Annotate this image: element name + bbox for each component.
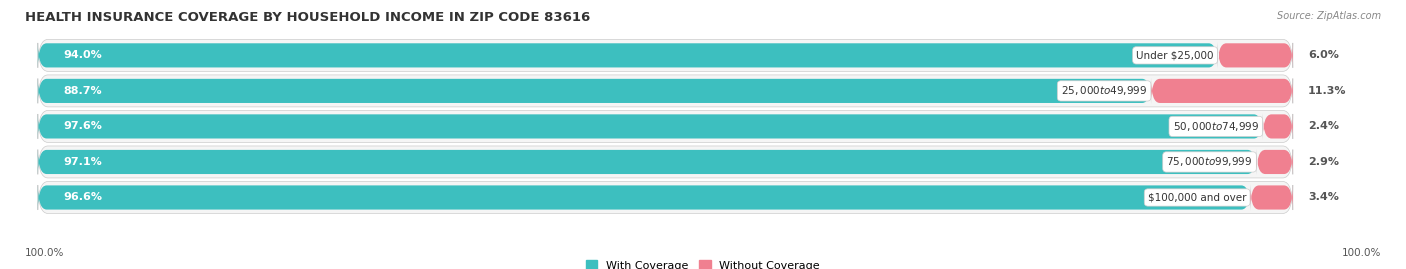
Text: 100.0%: 100.0% — [1341, 248, 1381, 258]
FancyBboxPatch shape — [38, 75, 1294, 107]
Text: 94.0%: 94.0% — [63, 50, 101, 60]
FancyBboxPatch shape — [38, 185, 1250, 210]
Text: 97.6%: 97.6% — [63, 121, 101, 132]
Legend: With Coverage, Without Coverage: With Coverage, Without Coverage — [582, 256, 824, 269]
FancyBboxPatch shape — [1218, 43, 1294, 68]
Text: $100,000 and over: $100,000 and over — [1147, 193, 1246, 203]
FancyBboxPatch shape — [1257, 149, 1294, 175]
Text: $50,000 to $74,999: $50,000 to $74,999 — [1173, 120, 1258, 133]
Text: 6.0%: 6.0% — [1308, 50, 1339, 60]
Text: 2.4%: 2.4% — [1308, 121, 1339, 132]
FancyBboxPatch shape — [38, 78, 1152, 104]
Text: 96.6%: 96.6% — [63, 193, 103, 203]
FancyBboxPatch shape — [38, 39, 1294, 71]
Text: 100.0%: 100.0% — [25, 248, 65, 258]
FancyBboxPatch shape — [38, 111, 1294, 142]
Text: 2.9%: 2.9% — [1308, 157, 1339, 167]
Text: HEALTH INSURANCE COVERAGE BY HOUSEHOLD INCOME IN ZIP CODE 83616: HEALTH INSURANCE COVERAGE BY HOUSEHOLD I… — [25, 11, 591, 24]
FancyBboxPatch shape — [38, 182, 1294, 214]
FancyBboxPatch shape — [38, 114, 1263, 139]
Text: $75,000 to $99,999: $75,000 to $99,999 — [1167, 155, 1253, 168]
Text: Under $25,000: Under $25,000 — [1136, 50, 1213, 60]
Text: $25,000 to $49,999: $25,000 to $49,999 — [1062, 84, 1147, 97]
FancyBboxPatch shape — [1250, 185, 1294, 210]
FancyBboxPatch shape — [1152, 78, 1294, 104]
Text: 11.3%: 11.3% — [1308, 86, 1347, 96]
FancyBboxPatch shape — [38, 43, 1218, 68]
FancyBboxPatch shape — [38, 146, 1294, 178]
Text: 3.4%: 3.4% — [1308, 193, 1339, 203]
Text: 88.7%: 88.7% — [63, 86, 101, 96]
Text: Source: ZipAtlas.com: Source: ZipAtlas.com — [1277, 11, 1381, 21]
Text: 97.1%: 97.1% — [63, 157, 101, 167]
FancyBboxPatch shape — [1263, 114, 1294, 139]
FancyBboxPatch shape — [38, 149, 1257, 175]
